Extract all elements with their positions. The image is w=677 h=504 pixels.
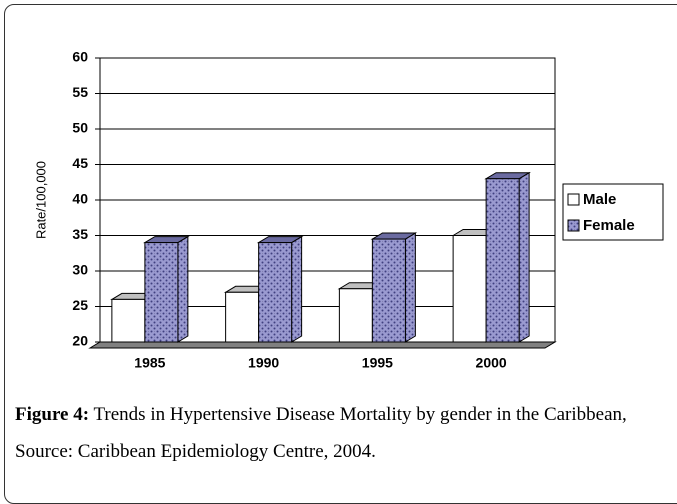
x-tick-label: 2000 — [476, 355, 507, 371]
y-axis-label: Rate/100,000 — [33, 161, 48, 239]
bar — [144, 242, 179, 343]
y-tick-label: 25 — [72, 297, 88, 313]
bar — [338, 288, 373, 343]
legend-swatch — [567, 219, 580, 232]
legend-swatch — [567, 193, 580, 206]
bar — [452, 235, 487, 343]
bar-side — [404, 232, 416, 343]
y-tick-label: 45 — [72, 155, 88, 171]
legend-label: Female — [583, 217, 635, 234]
floor — [88, 341, 557, 349]
bar-side — [518, 171, 530, 343]
bar — [225, 291, 260, 343]
y-tick-label: 60 — [72, 49, 88, 65]
caption: Figure 4: Trends in Hypertensive Disease… — [15, 396, 675, 470]
x-tick-label: 1985 — [134, 355, 165, 371]
bar-side — [291, 235, 303, 343]
y-tick-label: 55 — [72, 84, 88, 100]
y-tick-label: 40 — [72, 191, 88, 207]
y-tick-label: 30 — [72, 262, 88, 278]
legend-label: Male — [583, 191, 616, 208]
bar — [371, 238, 406, 343]
page: Rate/100,000 20 25 30 35 40 45 50 55 60 1985 1990 1… — [4, 4, 677, 504]
y-tick-label: 20 — [72, 333, 88, 349]
bar — [258, 242, 293, 343]
caption-label: Figure 4: — [15, 404, 90, 425]
bar — [111, 298, 146, 343]
bar-side — [177, 235, 189, 343]
legend-box — [562, 183, 664, 241]
y-tick-label: 35 — [72, 226, 88, 242]
caption-text: Trends in Hypertensive Disease Mortality… — [15, 404, 627, 462]
bar — [485, 178, 520, 343]
chart: Rate/100,000 20 25 30 35 40 45 50 55 60 1985 1990 1… — [33, 49, 664, 371]
x-tick-label: 1990 — [248, 355, 279, 371]
x-tick-label: 1995 — [362, 355, 393, 371]
y-tick-label: 50 — [72, 120, 88, 136]
